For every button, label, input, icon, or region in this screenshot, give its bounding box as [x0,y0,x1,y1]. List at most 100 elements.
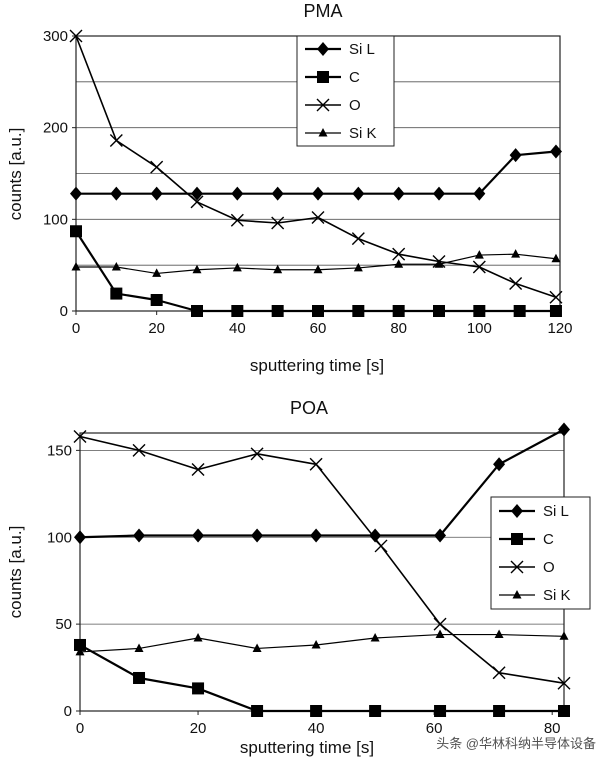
series-line-c [79,644,564,713]
x-axis-label: sputtering time [s] [250,356,384,375]
y-tick-label: 0 [60,303,68,320]
series-si-k [71,249,561,277]
legend-marker-c [511,533,523,545]
data-point-si-k [353,262,363,272]
data-point-o [230,213,244,227]
y-tick-label: 300 [43,28,68,45]
data-point-o [557,676,571,690]
data-point-si-l [74,530,86,545]
x-tick-label: 0 [76,720,84,737]
data-point-o [392,247,406,261]
series-o [69,29,563,304]
data-point-o [549,290,563,304]
legend-label: O [543,559,555,576]
data-point-c [251,705,264,717]
data-point-si-l [369,528,382,543]
data-point-c [513,305,526,317]
data-point-si-l [70,186,82,201]
y-ticks: 0 50 100 150 [47,442,80,720]
data-point-c [310,705,323,717]
data-point-c [369,705,382,717]
legend-item-si-k: Si K [305,125,377,142]
data-point-si-l [251,528,264,543]
series-si-l [70,144,562,201]
data-point-si-k [111,262,121,271]
data-point-si-l [509,148,522,163]
y-tick-label: 200 [43,120,68,137]
legend: Si L CO Si K [490,496,591,610]
data-point-si-k [71,262,81,271]
data-point-o [69,29,83,43]
data-point-o [309,457,323,471]
data-point-si-l [392,186,405,201]
data-point-si-k [551,253,561,263]
data-point-c [549,305,562,317]
data-point-o [492,666,506,680]
legend-label: O [349,97,361,114]
data-point-si-l [558,422,570,437]
legend-marker-si-k [318,128,328,137]
data-point-c [473,305,486,317]
y-tick-label: 100 [43,211,68,228]
x-tick-label: 100 [467,320,492,337]
data-point-si-l [473,186,486,201]
data-point-o [374,539,388,553]
data-point-si-k [435,629,445,639]
legend-marker-si-k [512,590,522,599]
y-tick-label: 0 [64,703,72,720]
data-point-si-k [192,264,202,274]
legend-label: Si K [349,125,377,142]
y-ticks: 0 100 200 300 [43,28,76,320]
data-point-o [351,232,365,246]
series-c [74,638,570,717]
legend-item-si-k: Si K [499,587,571,604]
data-point-si-k [511,249,521,258]
series-group [73,422,571,717]
y-axis-label: counts [a.u.] [6,128,25,221]
data-point-c [70,225,82,238]
legend-marker-o [316,98,330,112]
data-point-c [558,705,570,717]
data-point-o [433,617,447,631]
data-point-si-k [313,264,323,274]
data-point-si-l [110,186,123,201]
data-point-si-k [134,643,144,652]
x-tick-label: 20 [190,720,207,737]
data-point-si-l [191,186,203,201]
chart-title-pma: PMA [303,1,342,21]
data-point-o [109,134,123,147]
series-group [69,29,563,317]
legend-label: Si L [349,41,375,58]
x-tick-label: 40 [229,320,246,337]
data-point-si-l [352,186,365,201]
legend-item-o: O [499,559,555,576]
data-point-si-l [310,528,323,543]
data-point-o [472,260,486,274]
data-point-si-l [271,186,284,201]
data-point-c [352,305,365,317]
data-point-o [73,429,87,443]
x-axis-label: sputtering time [s] [240,738,374,757]
data-point-si-l [493,457,506,472]
data-point-c [133,671,146,684]
data-point-si-k [394,259,404,268]
legend-marker-c [317,71,329,83]
data-point-si-k [152,268,162,277]
series-line-si-l [76,150,557,195]
data-point-si-l [192,528,205,543]
data-point-c [192,682,205,695]
legend: Si L CO Si K [296,35,395,147]
data-point-c [74,638,86,651]
x-tick-label: 120 [547,320,572,337]
legend-item-si-l: Si L [305,41,375,58]
data-point-c [493,705,506,717]
y-tick-label: 100 [47,529,72,546]
y-axis-label: counts [a.u.] [6,526,25,619]
data-point-si-k [252,643,262,652]
data-point-si-l [231,186,244,201]
series-si-l [74,422,570,545]
legend-item-o: O [305,97,361,114]
legend-marker-o [510,560,524,574]
data-point-c [150,294,163,306]
